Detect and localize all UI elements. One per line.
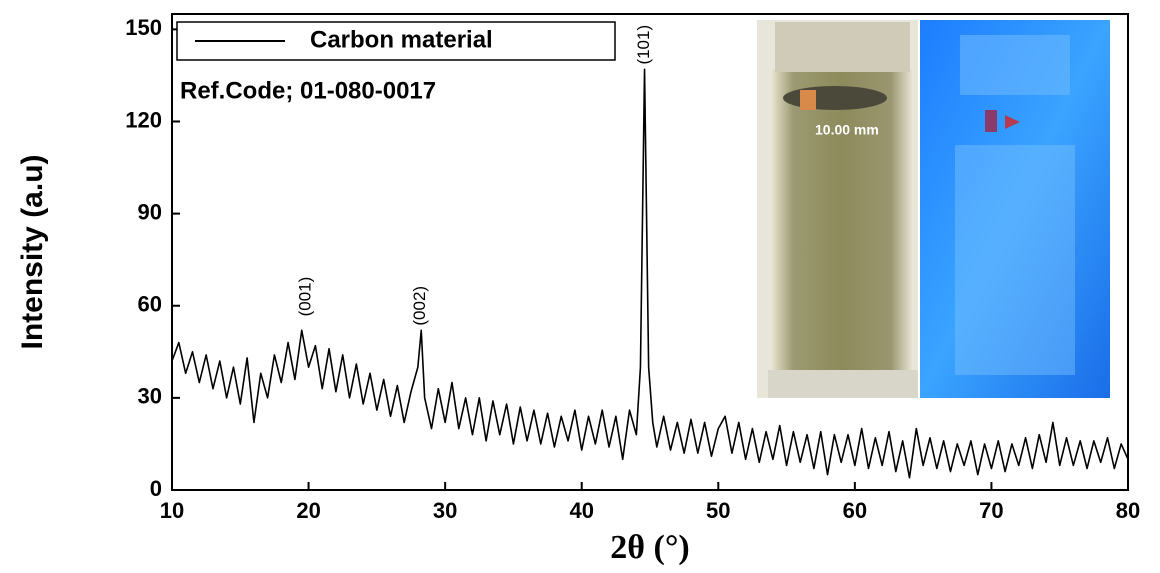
- x-tick-label: 80: [1116, 498, 1140, 523]
- annotation: (002): [410, 286, 429, 326]
- x-tick-label: 70: [979, 498, 1003, 523]
- x-tick-label: 50: [706, 498, 730, 523]
- plot-frame: [171, 13, 1129, 491]
- annotation: 10.00 mm: [815, 122, 879, 138]
- x-tick-label: 10: [160, 498, 184, 523]
- x-tick-label: 30: [433, 498, 457, 523]
- y-tick-label: 120: [125, 107, 162, 132]
- x-axis-label: 2θ (°): [610, 529, 690, 566]
- x-tick-label: 40: [569, 498, 593, 523]
- annotation: Ref.Code; 01-080-0017: [180, 77, 436, 104]
- y-tick-label: 90: [138, 199, 162, 224]
- inset-photo-yellow: [757, 20, 918, 398]
- y-axis-label: Intensity (a.u): [16, 154, 49, 349]
- annotation: (101): [634, 25, 653, 65]
- y-tick-label: 30: [138, 384, 162, 409]
- x-tick-label: 20: [296, 498, 320, 523]
- y-tick-label: 0: [150, 476, 162, 501]
- y-tick-label: 150: [125, 15, 162, 40]
- x-tick-label: 60: [843, 498, 867, 523]
- annotation: (001): [295, 277, 314, 317]
- y-tick-label: 60: [138, 292, 162, 317]
- data-line: [171, 68, 1129, 479]
- legend-label: Carbon material: [310, 26, 493, 53]
- inset-photo-blue: [920, 20, 1110, 398]
